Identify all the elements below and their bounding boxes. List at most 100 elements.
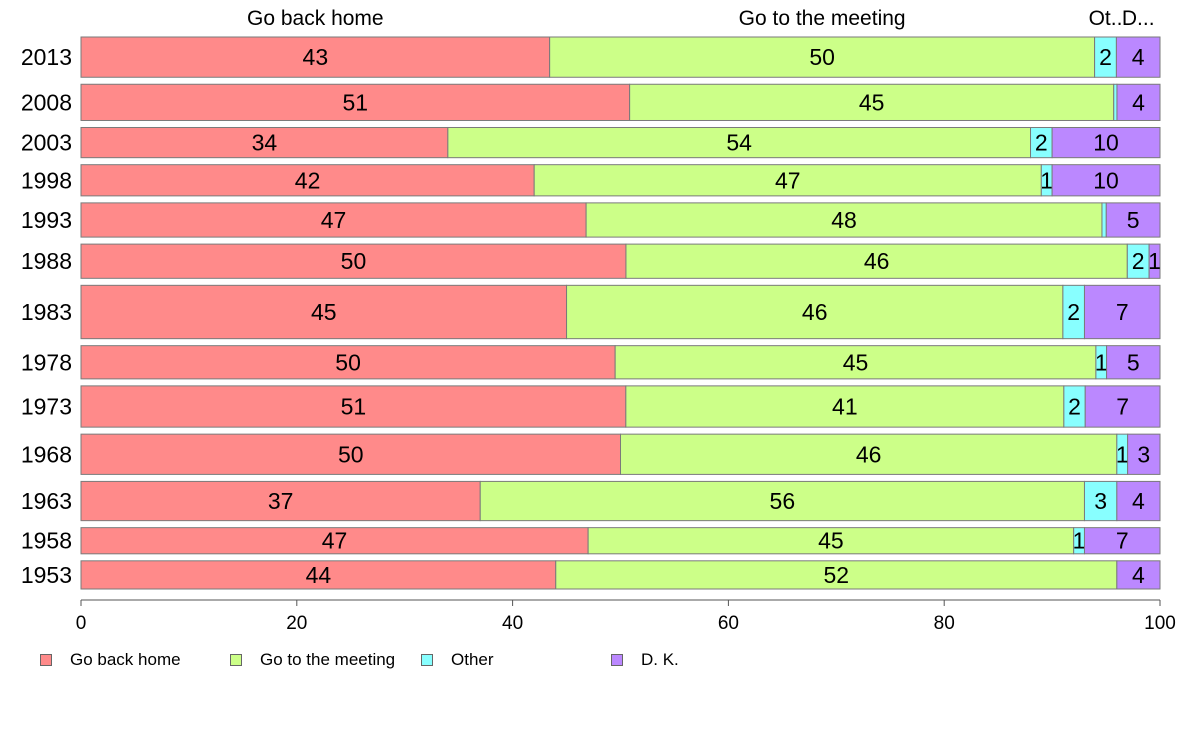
y-tick-label: 1968 [21, 441, 72, 467]
data-label: 2 [1035, 130, 1048, 156]
data-label: 46 [802, 299, 828, 325]
data-label: 1 [1095, 349, 1108, 375]
x-axis: 0 20 40 60 80 100 [76, 599, 1176, 634]
bar-2003-go-back-home [80, 126, 449, 159]
bar-2008-d-k [1116, 83, 1161, 121]
data-label: 3 [1094, 488, 1107, 514]
legend-item-other: Other [421, 650, 494, 670]
data-label: 5 [1127, 207, 1140, 233]
legend-swatch [40, 654, 52, 666]
bar-1958-d-k [1083, 527, 1161, 555]
bar-1973-go-to-the-meeting [625, 385, 1065, 428]
data-label: 50 [341, 248, 367, 274]
legend-item-dk: D. K. [611, 650, 679, 670]
legend-swatch [611, 654, 623, 666]
bar-2008-go-to-the-meeting [629, 83, 1115, 121]
legend-label: Go to the meeting [260, 650, 396, 669]
y-tick-label: 1958 [21, 528, 72, 554]
y-tick-label: 1988 [21, 248, 72, 274]
legend-label: D. K. [641, 650, 679, 669]
legend-swatch [230, 654, 242, 666]
column-header: D... [1122, 7, 1155, 30]
y-tick-label: 1953 [21, 562, 72, 588]
bar-1993-other [1101, 202, 1107, 238]
bar-2003-d-k [1051, 126, 1161, 159]
column-header: Go to the meeting [739, 7, 906, 30]
data-label: 7 [1116, 394, 1129, 420]
data-label: 43 [303, 44, 329, 70]
y-tick-label: 2003 [21, 130, 72, 156]
data-label: 42 [295, 167, 321, 193]
bar-1963-go-to-the-meeting [479, 480, 1085, 522]
data-label: 54 [726, 130, 752, 156]
data-label: 50 [338, 441, 364, 467]
data-label: 45 [818, 528, 844, 554]
column-headers: Go back home Go to the meeting Ot.. D... [247, 7, 1154, 30]
y-tick-label: 1978 [21, 349, 72, 375]
bar-1998-go-to-the-meeting [533, 164, 1042, 197]
x-tick-label: 0 [76, 613, 87, 634]
y-tick-label: 1983 [21, 299, 72, 325]
column-header: Go back home [247, 7, 384, 30]
y-tick-label: 1998 [21, 167, 72, 193]
bar-1958-go-back-home [80, 527, 589, 555]
data-label: 51 [341, 394, 367, 420]
bar-1978-go-back-home [80, 345, 616, 380]
legend-swatch [421, 654, 433, 666]
bar-2003-go-to-the-meeting [447, 126, 1032, 159]
bar-1968-d-k [1127, 433, 1161, 475]
data-label: 47 [775, 167, 801, 193]
data-label: 4 [1132, 89, 1145, 115]
bar-2013-go-to-the-meeting [549, 36, 1096, 78]
data-label: 10 [1093, 167, 1119, 193]
bar-1978-d-k [1106, 345, 1161, 380]
data-label: 4 [1132, 562, 1145, 588]
bar-1988-d-k [1148, 243, 1161, 279]
bar-1953-go-back-home [80, 560, 557, 590]
data-label: 47 [322, 528, 348, 554]
x-tick-label: 20 [286, 613, 307, 634]
data-label: 45 [843, 349, 869, 375]
x-tick-label: 40 [502, 613, 523, 634]
legend-item-go-back-home: Go back home [40, 650, 181, 670]
bar-1978-go-to-the-meeting [614, 345, 1097, 380]
data-label: 1 [1073, 528, 1086, 554]
legend-label: Other [451, 650, 494, 669]
data-label: 37 [268, 488, 294, 514]
data-label: 2 [1132, 248, 1145, 274]
data-label: 46 [856, 441, 882, 467]
data-label: 2 [1067, 299, 1080, 325]
y-tick-label: 1963 [21, 488, 72, 514]
legend-item-go-to-the-meeting: Go to the meeting [230, 650, 395, 670]
bar-1993-go-to-the-meeting [585, 202, 1103, 238]
bar-1973-d-k [1084, 385, 1161, 428]
x-tick-label: 80 [934, 613, 955, 634]
data-label: 5 [1127, 349, 1140, 375]
data-label: 7 [1116, 528, 1129, 554]
bar-1998-d-k [1051, 164, 1161, 197]
y-tick-label: 2008 [21, 89, 72, 115]
y-tick-label: 1993 [21, 207, 72, 233]
data-label: 45 [311, 299, 337, 325]
data-label: 47 [321, 207, 347, 233]
data-label: 34 [252, 130, 278, 156]
data-label: 4 [1132, 44, 1145, 70]
bar-1983-go-to-the-meeting [566, 284, 1064, 340]
data-label: 45 [859, 89, 885, 115]
bar-1953-go-to-the-meeting [555, 560, 1118, 590]
bar-1998-go-back-home [80, 164, 535, 197]
data-label: 46 [864, 248, 890, 274]
bar-1963-go-back-home [80, 480, 481, 522]
data-label: 44 [306, 562, 332, 588]
bar-1988-go-back-home [80, 243, 627, 279]
y-tick-label: 1973 [21, 394, 72, 420]
bar-2013-go-back-home [80, 36, 551, 78]
data-label: 1 [1148, 248, 1161, 274]
data-label: 41 [832, 394, 858, 420]
x-tick-label: 100 [1144, 613, 1176, 634]
x-tick-label: 60 [718, 613, 739, 634]
bar-1983-d-k [1083, 284, 1161, 340]
data-label: 2 [1068, 394, 1081, 420]
